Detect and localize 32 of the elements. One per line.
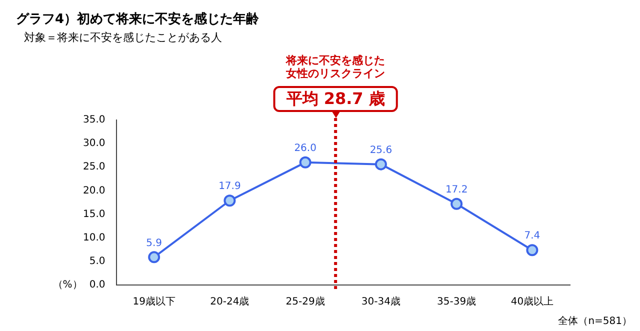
x-tick-label: 35-39歳 [437, 296, 476, 308]
point [526, 244, 538, 256]
x-tick-label: 40歳以上 [510, 296, 554, 308]
data-label: 17.2 [445, 184, 468, 196]
y-tick-label: 30.0 [83, 138, 106, 150]
x-tick-label: 20-24歳 [210, 296, 250, 308]
x-tick-label: 19歳以下 [132, 296, 176, 308]
ref-line-label: 平均 28.7 歳 [285, 89, 385, 108]
text: 全体（n=581） [558, 315, 632, 327]
y-tick-label: 25.0 [83, 162, 106, 173]
y-tick-label: 20.0 [83, 185, 106, 196]
point [450, 198, 463, 210]
y-tick-label: 15.0 [83, 208, 106, 220]
point [374, 158, 387, 170]
chart-title: グラフ4）初めて将来に不安を感じた年齢 [16, 10, 260, 28]
y-tick-label: 0.0 [89, 280, 106, 291]
chart-subtitle: 対象＝将来に不安を感じたことがある人 [24, 30, 222, 45]
data-label: 7.4 [524, 230, 540, 242]
y-axis-title: （%） [52, 280, 82, 291]
data-label: 17.9 [218, 181, 241, 192]
x-tick-label: 25-29歳 [286, 296, 325, 308]
point [224, 194, 236, 207]
data-label: 25.6 [370, 144, 392, 156]
y-tick-label: 35.0 [83, 114, 106, 126]
text: 将来に不安を感じた女性のリスクライン [284, 54, 386, 80]
data-label: 26.0 [294, 143, 316, 154]
data-label: 5.9 [146, 238, 162, 249]
x-tick-label: 30-34歳 [361, 296, 400, 308]
y-tick-label: 5.0 [89, 256, 106, 268]
y-tick-label: 10.0 [83, 232, 106, 244]
point [148, 251, 160, 264]
point [299, 156, 312, 168]
